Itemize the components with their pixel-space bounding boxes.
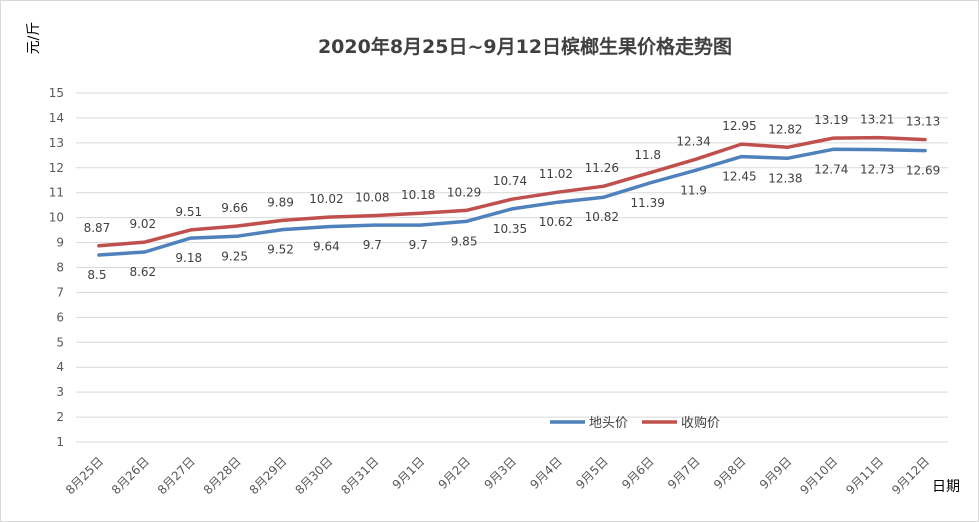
data-label: 11.9 bbox=[680, 183, 707, 197]
data-label: 9.66 bbox=[221, 201, 248, 215]
data-label: 10.74 bbox=[493, 174, 527, 188]
data-label: 12.74 bbox=[814, 162, 848, 176]
y-tick-label: 5 bbox=[56, 335, 64, 349]
data-label: 11.02 bbox=[539, 167, 573, 181]
y-tick-label: 4 bbox=[56, 360, 64, 374]
data-label: 10.18 bbox=[401, 188, 435, 202]
chart-title: 2020年8月25日~9月12日槟榔生果价格走势图 bbox=[318, 35, 732, 58]
data-label: 8.87 bbox=[84, 221, 111, 235]
y-tick-label: 8 bbox=[56, 261, 64, 275]
legend-label-1: 收购价 bbox=[681, 415, 720, 431]
y-tick-label: 1 bbox=[56, 435, 64, 449]
data-label: 12.69 bbox=[906, 164, 940, 178]
data-label: 9.18 bbox=[175, 251, 202, 265]
y-tick-label: 7 bbox=[56, 285, 64, 299]
y-tick-label: 2 bbox=[56, 410, 64, 424]
data-label: 12.82 bbox=[768, 122, 802, 136]
data-label: 10.82 bbox=[585, 210, 619, 224]
legend-label-0: 地头价 bbox=[589, 416, 628, 431]
data-labels: 8.5 8.62 9.18 9.25 9.52 9.64 9.7 9.7 9.85 10.35 10… bbox=[84, 113, 941, 282]
data-label: 12.34 bbox=[676, 134, 710, 148]
data-label: 8.62 bbox=[129, 265, 156, 279]
legend: 地头价 收购价 bbox=[550, 415, 720, 431]
y-tick-label: 11 bbox=[49, 186, 64, 200]
data-label: 9.64 bbox=[313, 240, 340, 254]
series-line-1 bbox=[97, 135, 927, 248]
data-label: 11.8 bbox=[634, 148, 661, 162]
data-label: 8.5 bbox=[87, 268, 106, 282]
data-label: 11.26 bbox=[585, 161, 619, 175]
y-axis-title: 元/斤 bbox=[26, 22, 42, 55]
series-line-0 bbox=[97, 147, 927, 257]
data-label: 9.02 bbox=[129, 217, 156, 231]
data-label: 9.85 bbox=[451, 234, 478, 248]
data-label: 10.29 bbox=[447, 185, 481, 199]
x-axis-title: 日期 bbox=[932, 479, 960, 495]
data-label: 12.73 bbox=[860, 163, 894, 177]
data-label: 9.7 bbox=[363, 238, 382, 252]
data-label: 9.25 bbox=[221, 249, 248, 263]
y-tick-label: 9 bbox=[56, 236, 64, 250]
y-tick-label: 10 bbox=[49, 211, 64, 225]
y-tick-label: 15 bbox=[49, 86, 64, 100]
data-label: 10.08 bbox=[355, 191, 389, 205]
data-label: 12.38 bbox=[768, 171, 802, 185]
data-label: 12.45 bbox=[722, 170, 756, 184]
data-label: 10.35 bbox=[493, 222, 527, 236]
data-label: 12.95 bbox=[722, 119, 756, 133]
y-tick-label: 3 bbox=[56, 385, 64, 399]
data-label: 11.39 bbox=[631, 196, 665, 210]
data-label: 13.21 bbox=[860, 113, 894, 127]
data-label: 10.02 bbox=[309, 192, 343, 206]
data-label: 9.89 bbox=[267, 195, 294, 209]
data-label: 10.62 bbox=[539, 215, 573, 229]
data-label: 9.7 bbox=[409, 238, 428, 252]
data-label: 9.52 bbox=[267, 243, 294, 257]
y-tick-label: 14 bbox=[49, 111, 64, 125]
data-label: 9.51 bbox=[175, 205, 202, 219]
data-label: 13.13 bbox=[906, 115, 940, 129]
y-tick-label: 13 bbox=[49, 136, 64, 150]
series-lines bbox=[97, 135, 927, 257]
y-tick-label: 12 bbox=[49, 161, 64, 175]
y-tick-label: 6 bbox=[56, 310, 64, 324]
data-label: 13.19 bbox=[814, 113, 848, 127]
